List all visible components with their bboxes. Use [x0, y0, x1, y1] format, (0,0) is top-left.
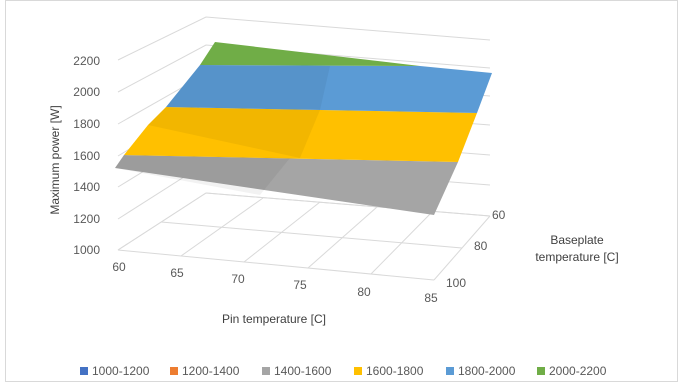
z-axis-title-line2: temperature [C] [535, 250, 618, 264]
legend-swatch [170, 367, 178, 375]
x-axis-title: Pin temperature [C] [222, 312, 326, 326]
surface-bands [115, 42, 492, 215]
x-tick: 60 [112, 260, 126, 274]
z-tick: 60 [492, 208, 506, 222]
x-tick: 80 [357, 285, 371, 299]
legend-label: 1200-1400 [182, 364, 240, 378]
y-tick: 1800 [73, 117, 100, 131]
legend-label: 1000-1200 [92, 364, 150, 378]
z-tick-labels: 60 80 100 [446, 208, 506, 290]
legend-entry: 1400-1600 [262, 364, 332, 378]
legend-swatch [80, 367, 88, 375]
x-tick: 75 [293, 278, 307, 292]
y-tick-labels: 1000 1200 1400 1600 1800 2000 2200 [73, 54, 100, 257]
y-tick: 1400 [73, 180, 100, 194]
y-tick: 1200 [73, 212, 100, 226]
y-tick: 2000 [73, 85, 100, 99]
legend-entry: 2000-2200 [537, 364, 607, 378]
z-axis-title-line1: Baseplate [550, 233, 604, 247]
legend-swatch [354, 367, 362, 375]
legend-label: 1400-1600 [274, 364, 332, 378]
x-tick-labels: 60 65 70 75 80 85 [112, 260, 438, 305]
y-axis-title: Maximum power [W] [48, 105, 62, 214]
legend-label: 1800-2000 [458, 364, 516, 378]
y-tick: 1600 [73, 149, 100, 163]
legend-label: 1600-1800 [366, 364, 424, 378]
band-2000-2200 [200, 42, 420, 66]
legend-entry: 1800-2000 [446, 364, 516, 378]
x-tick: 70 [231, 272, 245, 286]
legend-entry: 1200-1400 [170, 364, 240, 378]
legend-entry: 1600-1800 [354, 364, 424, 378]
legend-label: 2000-2200 [549, 364, 607, 378]
legend-swatch [262, 367, 270, 375]
floor-gridlines [117, 192, 491, 281]
band-1400-1600 [115, 155, 458, 215]
y-tick: 1000 [73, 243, 100, 257]
band-1600-1800 [124, 107, 477, 162]
legend: 1000-1200 1200-1400 1400-1600 1600-1800 … [80, 364, 607, 378]
surface-shading [115, 65, 330, 195]
x-tick: 85 [424, 291, 438, 305]
legend-swatch [446, 367, 454, 375]
y-tick: 2200 [73, 54, 100, 68]
z-tick: 80 [474, 239, 488, 253]
z-tick: 100 [446, 276, 466, 290]
band-1800-2000 [166, 65, 492, 113]
legend-swatch [537, 367, 545, 375]
x-tick: 65 [170, 266, 184, 280]
legend-entry: 1000-1200 [80, 364, 150, 378]
